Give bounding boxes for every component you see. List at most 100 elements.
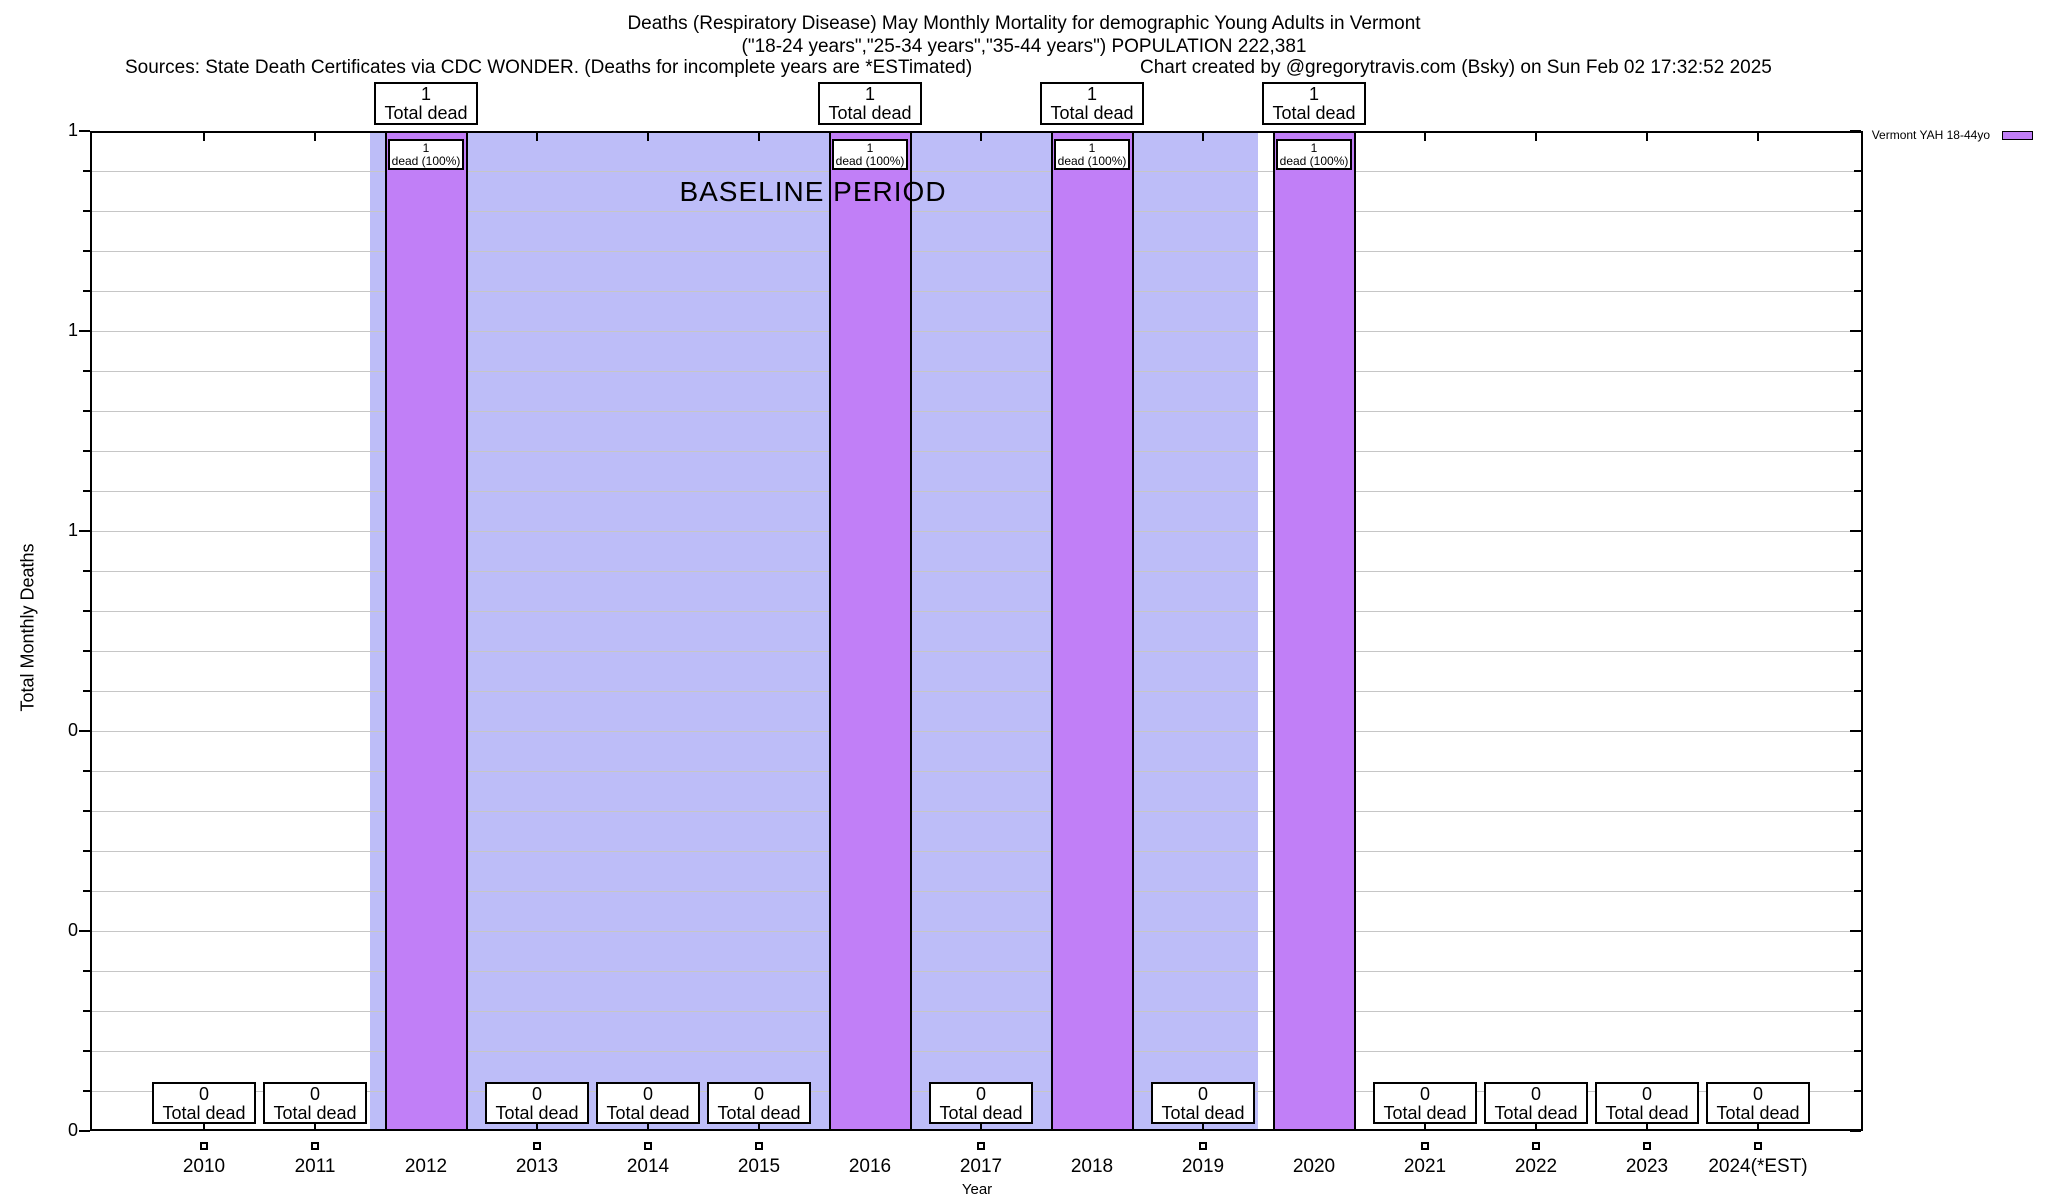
gridline (92, 451, 1861, 452)
plot-area (90, 131, 1863, 1131)
gridline (92, 771, 1861, 772)
gridline (92, 211, 1861, 212)
gridline (92, 651, 1861, 652)
y-tick-mark (83, 490, 90, 492)
y-tick-mark (1850, 930, 1861, 932)
x-tick-mark (1535, 133, 1537, 141)
y-axis-tick-label: 1 (67, 320, 78, 340)
zero-marker (533, 1142, 541, 1150)
y-tick-mark (83, 250, 90, 252)
bar-total-label: Total dead (828, 103, 912, 123)
x-tick-label: 2019 (1181, 1156, 1225, 1177)
gridline (92, 491, 1861, 492)
bar-total-value: 1 (1086, 84, 1097, 104)
x-tick-label: 2014 (626, 1156, 670, 1177)
zero-total-value: 0 (1530, 1084, 1541, 1104)
zero-total-label: Total dead (939, 1103, 1023, 1123)
gridline (92, 731, 1861, 732)
legend-label: Vermont YAH 18-44yo (1871, 128, 1990, 142)
x-tick-label: 2012 (404, 1156, 448, 1177)
y-tick-mark (79, 330, 90, 332)
x-tick-mark (758, 1122, 760, 1129)
y-tick-mark (83, 690, 90, 692)
x-tick-mark (1202, 133, 1204, 141)
sources-note: Sources: State Death Certificates via CD… (125, 57, 973, 78)
zero-total-value: 0 (642, 1084, 653, 1104)
zero-total-value: 0 (309, 1084, 320, 1104)
y-tick-mark (1854, 370, 1861, 372)
zero-total-label-box: 0 Total dead (1484, 1082, 1588, 1124)
x-tick-mark (203, 1122, 205, 1129)
x-tick-mark (1646, 133, 1648, 141)
baseline-period-label: BASELINE PERIOD (679, 176, 947, 207)
bar-total-label-box: 1 Total dead (818, 82, 922, 125)
bar-total-label: Total dead (1050, 103, 1134, 123)
gridline (92, 611, 1861, 612)
zero-marker (1421, 1142, 1429, 1150)
y-tick-mark (83, 410, 90, 412)
y-tick-mark (1854, 290, 1861, 292)
y-tick-mark (79, 730, 90, 732)
bar-inner-value: 1 (422, 141, 430, 155)
x-tick-mark (980, 133, 982, 141)
gridline (92, 691, 1861, 692)
y-tick-mark (1854, 1090, 1861, 1092)
x-tick-mark (1424, 133, 1426, 141)
zero-marker (1199, 1142, 1207, 1150)
y-tick-mark (83, 1010, 90, 1012)
x-tick-mark (1424, 1122, 1426, 1129)
gridline (92, 811, 1861, 812)
zero-total-value: 0 (1752, 1084, 1763, 1104)
zero-total-label-box: 0 Total dead (707, 1082, 811, 1124)
zero-total-label-box: 0 Total dead (596, 1082, 700, 1124)
zero-total-label-box: 0 Total dead (1706, 1082, 1810, 1124)
y-tick-mark (1850, 130, 1861, 132)
bar-total-value: 1 (864, 84, 875, 104)
gridline (92, 171, 1861, 172)
zero-total-label-box: 0 Total dead (1595, 1082, 1699, 1124)
bar-total-value: 1 (1308, 84, 1319, 104)
x-tick-label: 2017 (959, 1156, 1003, 1177)
y-axis-tick-label: 0 (67, 1120, 78, 1140)
legend: Vermont YAH 18-44yo (1790, 128, 2040, 148)
x-tick-mark (1535, 1122, 1537, 1129)
gridline (92, 251, 1861, 252)
y-tick-mark (1854, 450, 1861, 452)
x-tick-label: 2013 (515, 1156, 559, 1177)
x-tick-label: 2020 (1292, 1156, 1336, 1177)
y-tick-mark (83, 770, 90, 772)
zero-total-label: Total dead (1716, 1103, 1800, 1123)
y-tick-mark (83, 570, 90, 572)
zero-marker (1532, 1142, 1540, 1150)
bar-total-label: Total dead (1272, 103, 1356, 123)
y-tick-mark (1854, 410, 1861, 412)
y-tick-mark (83, 1090, 90, 1092)
y-tick-mark (83, 1050, 90, 1052)
zero-marker (200, 1142, 208, 1150)
x-tick-mark (647, 133, 649, 141)
gridline (92, 411, 1861, 412)
y-tick-mark (1854, 970, 1861, 972)
bar-inner-label-box: 1 dead (100%) (1276, 139, 1352, 170)
x-tick-mark (1646, 1122, 1648, 1129)
y-tick-mark (1854, 690, 1861, 692)
y-tick-mark (1854, 650, 1861, 652)
zero-total-value: 0 (1419, 1084, 1430, 1104)
zero-total-value: 0 (753, 1084, 764, 1104)
y-axis-tick-label: 1 (67, 120, 78, 140)
gridline (92, 971, 1861, 972)
x-tick-mark (203, 133, 205, 141)
bar (385, 131, 468, 1131)
bar-inner-label-box: 1 dead (100%) (832, 139, 908, 170)
bar-inner-label: dead (100%) (1057, 154, 1127, 168)
zero-total-label: Total dead (273, 1103, 357, 1123)
bar-inner-label: dead (100%) (835, 154, 905, 168)
y-tick-mark (1854, 490, 1861, 492)
y-tick-mark (1850, 530, 1861, 532)
zero-total-label-box: 0 Total dead (929, 1082, 1033, 1124)
x-tick-label: 2015 (737, 1156, 781, 1177)
y-tick-mark (83, 890, 90, 892)
gridline (92, 1011, 1861, 1012)
x-tick-mark (980, 1122, 982, 1129)
zero-total-label: Total dead (1494, 1103, 1578, 1123)
